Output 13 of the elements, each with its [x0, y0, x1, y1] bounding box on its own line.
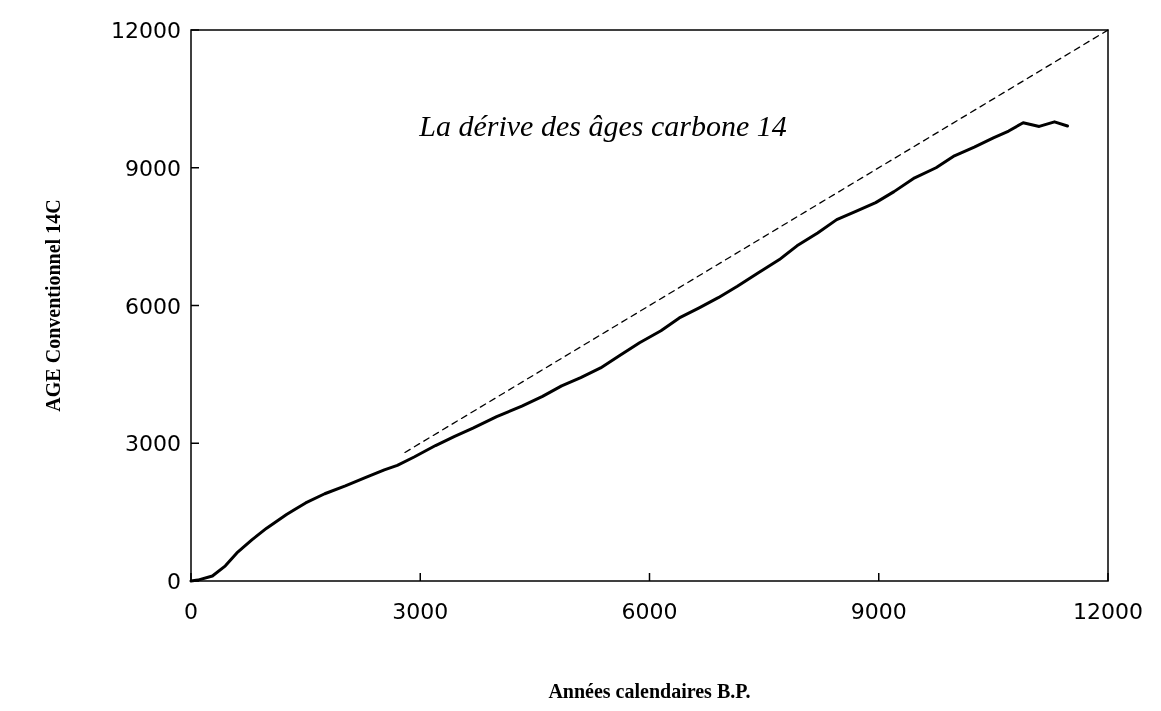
x-tick-label: 0 — [184, 599, 198, 624]
y-tick-label: 0 — [167, 569, 181, 594]
x-tick-label: 3000 — [392, 599, 449, 624]
x-tick-label: 9000 — [850, 599, 907, 624]
y-tick-label: 3000 — [125, 431, 181, 457]
y-tick-label: 6000 — [125, 293, 181, 319]
text: La dérive des âges carbone 14 — [418, 109, 787, 142]
y-tick-label: 12000 — [111, 18, 181, 43]
y-axis-title: AGE Conventionnel 14C — [42, 199, 64, 412]
x-tick-label: 6000 — [621, 599, 678, 624]
y-tick-label: 9000 — [125, 155, 181, 181]
x-axis-title: Années calendaires B.P. — [548, 680, 751, 702]
x-tick-label: 12000 — [1073, 599, 1143, 624]
